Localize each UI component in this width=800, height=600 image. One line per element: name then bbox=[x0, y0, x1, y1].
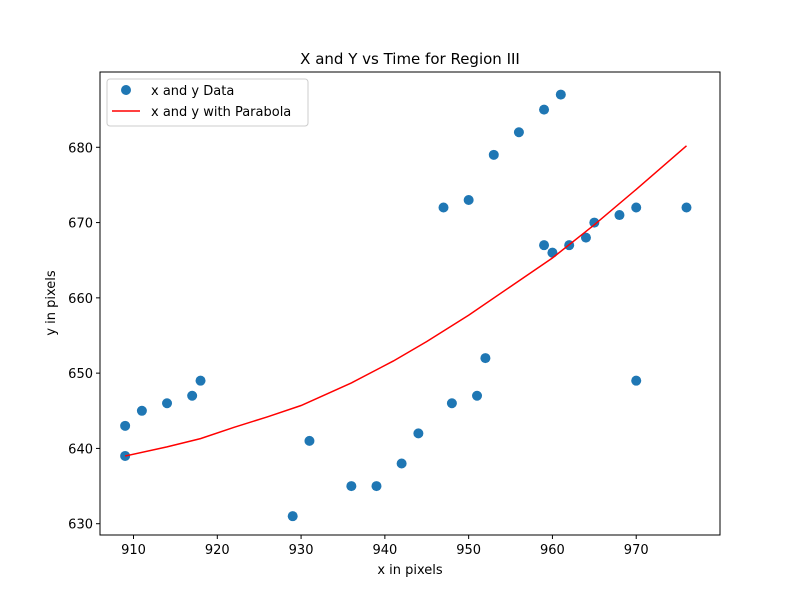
x-tick-label: 920 bbox=[205, 543, 230, 558]
data-point bbox=[287, 511, 298, 522]
x-tick-label: 910 bbox=[121, 543, 146, 558]
x-axis: 910 920 930 940 950 960 970 bbox=[121, 535, 649, 558]
data-point bbox=[681, 202, 692, 213]
y-tick-label: 640 bbox=[68, 442, 93, 457]
y-axis: 630 640 650 660 670 680 bbox=[68, 141, 100, 533]
data-point bbox=[547, 247, 558, 258]
series-layer bbox=[120, 89, 692, 522]
data-point bbox=[162, 398, 173, 409]
legend-marker-scatter bbox=[121, 85, 131, 95]
y-tick-label: 670 bbox=[68, 217, 93, 232]
data-point bbox=[371, 481, 382, 492]
data-point bbox=[472, 390, 483, 401]
data-point bbox=[136, 405, 147, 416]
data-point bbox=[463, 194, 474, 205]
x-tick-label: 970 bbox=[624, 543, 649, 558]
data-point bbox=[539, 240, 550, 251]
y-tick-label: 660 bbox=[68, 292, 93, 307]
x-axis-label: x in pixels bbox=[377, 563, 443, 578]
data-point bbox=[413, 428, 424, 439]
data-point bbox=[195, 375, 206, 386]
data-point bbox=[513, 127, 524, 138]
plot-area-frame bbox=[99, 71, 721, 536]
data-point bbox=[187, 390, 198, 401]
data-point bbox=[539, 104, 550, 115]
data-point bbox=[446, 398, 457, 409]
data-point bbox=[480, 353, 491, 364]
data-point bbox=[614, 210, 625, 221]
y-axis-label: y in pixels bbox=[44, 270, 59, 336]
data-point bbox=[589, 217, 600, 228]
data-point bbox=[580, 232, 591, 243]
data-point bbox=[120, 420, 131, 431]
legend: x and y Data x and y with Parabola bbox=[106, 78, 309, 127]
x-tick-label: 950 bbox=[456, 543, 481, 558]
data-point bbox=[396, 458, 407, 469]
chart-title: X and Y vs Time for Region III bbox=[300, 50, 520, 68]
legend-box bbox=[106, 78, 309, 127]
y-tick-label: 650 bbox=[68, 367, 93, 382]
y-tick-label: 680 bbox=[68, 141, 93, 156]
parabola-fit-line bbox=[124, 145, 687, 457]
data-point bbox=[488, 149, 499, 160]
x-tick-label: 940 bbox=[372, 543, 397, 558]
y-tick-label: 630 bbox=[68, 518, 93, 533]
data-point bbox=[631, 375, 642, 386]
data-point bbox=[304, 435, 315, 446]
data-point bbox=[346, 481, 357, 492]
data-point bbox=[438, 202, 449, 213]
data-point bbox=[631, 202, 642, 213]
x-tick-label: 960 bbox=[540, 543, 565, 558]
legend-label-scatter: x and y Data bbox=[151, 84, 234, 99]
x-tick-label: 930 bbox=[289, 543, 314, 558]
data-point bbox=[555, 89, 566, 100]
legend-label-line: x and y with Parabola bbox=[151, 105, 291, 120]
